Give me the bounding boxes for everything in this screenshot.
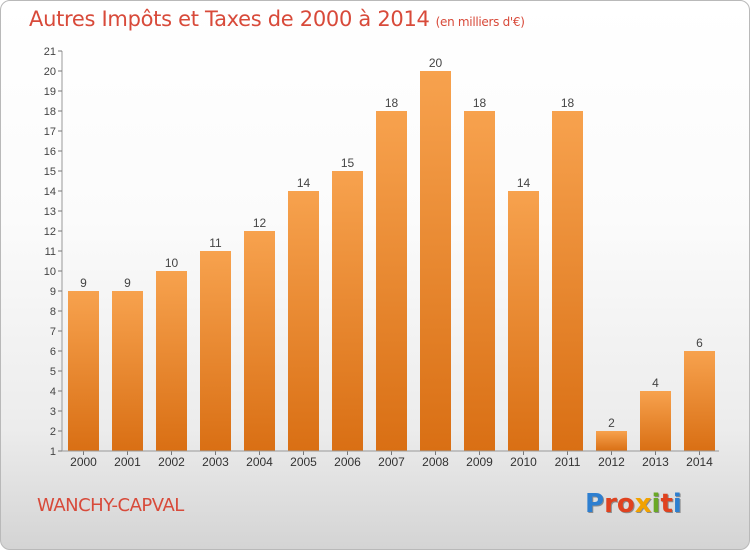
bar-value-label: 11 [209, 236, 222, 250]
chart-title: Autres Impôts et Taxes de 2000 à 2014 (en… [29, 7, 525, 31]
x-tick-label: 2008 [422, 455, 449, 469]
y-tick-label: 10 [44, 266, 56, 278]
y-tick-label: 19 [44, 86, 56, 98]
logo-letter: r [604, 489, 617, 519]
y-tick-label: 12 [44, 226, 56, 238]
place-name: WANCHY-CAPVAL [37, 495, 184, 516]
y-tick-label: 7 [50, 326, 56, 338]
y-tick-label: 21 [44, 46, 56, 58]
bar-2002 [156, 271, 187, 451]
bars-group: 9 9 10 11 12 14 15 18 20 18 14 18 2 4 6 [68, 56, 715, 451]
bar-value-label: 14 [517, 176, 531, 190]
y-tick-label: 1 [50, 446, 56, 458]
y-tick-label: 14 [44, 186, 56, 198]
bar-value-label: 6 [696, 336, 703, 350]
bar-2011 [552, 111, 583, 451]
y-tick-label: 20 [44, 66, 56, 78]
bar-2012 [596, 431, 627, 451]
bar-2003 [200, 251, 231, 451]
x-tick-label: 2001 [114, 455, 141, 469]
logo-letter: t [660, 489, 673, 519]
x-tick-label: 2004 [246, 455, 273, 469]
bar-2013 [640, 391, 671, 451]
bar-2009 [464, 111, 495, 451]
title-unit: (en milliers d'€) [435, 15, 525, 29]
logo-letter: x [634, 489, 652, 519]
bar-value-label: 10 [165, 256, 179, 270]
y-tick-label: 15 [44, 166, 56, 178]
x-tick-label: 2011 [555, 455, 581, 469]
bar-2000 [68, 291, 99, 451]
y-tick-label: 3 [50, 406, 56, 418]
x-tick-label: 2013 [642, 455, 669, 469]
logo-letter: P [585, 489, 605, 519]
bar-value-label: 18 [473, 96, 487, 110]
bar-2001 [112, 291, 143, 451]
bar-2005 [288, 191, 319, 451]
x-tick-label: 2005 [290, 455, 317, 469]
x-tick-label: 2007 [378, 455, 405, 469]
bar-value-label: 15 [341, 156, 355, 170]
axes-group: 2000 2001 2002 2003 2004 2005 2006 2007 2008 2009… [44, 46, 719, 469]
y-tick-label: 6 [50, 346, 56, 358]
logo-letter: i [672, 489, 682, 519]
y-tick-label: 9 [50, 286, 56, 298]
y-tick-label: 5 [50, 366, 56, 378]
y-tick-label: 4 [50, 386, 56, 398]
bar-value-label: 14 [297, 176, 311, 190]
brand-logo: Proxiti [585, 489, 682, 519]
logo-letter: i [651, 489, 661, 519]
bar-value-label: 12 [253, 216, 267, 230]
bar-value-label: 9 [124, 276, 131, 290]
bar-2010 [508, 191, 539, 451]
y-tick-label: 18 [44, 106, 56, 118]
x-tick-label: 2003 [202, 455, 229, 469]
y-tick-label: 17 [44, 126, 56, 138]
x-tick-label: 2014 [686, 455, 713, 469]
title-text: Autres Impôts et Taxes de 2000 à 2014 [29, 7, 430, 31]
x-tick-label: 2009 [466, 455, 493, 469]
bar-value-label: 20 [429, 56, 443, 70]
bar-value-label: 4 [652, 376, 659, 390]
x-tick-label: 2006 [334, 455, 361, 469]
bar-value-label: 2 [608, 416, 615, 430]
x-tick-label: 2000 [70, 455, 97, 469]
y-tick-label: 2 [50, 426, 56, 438]
x-tick-label: 2012 [598, 455, 625, 469]
bar-2006 [332, 171, 363, 451]
y-tick-label: 8 [50, 306, 56, 318]
bar-2004 [244, 231, 275, 451]
x-tick-label: 2002 [158, 455, 185, 469]
y-tick-label: 13 [44, 206, 56, 218]
x-tick-label: 2010 [510, 455, 537, 469]
bar-2008 [420, 71, 451, 451]
y-tick-label: 16 [44, 146, 56, 158]
y-tick-label: 11 [45, 246, 56, 258]
bar-2014 [684, 351, 715, 451]
logo-letter: o [616, 489, 635, 519]
bar-value-label: 18 [385, 96, 399, 110]
bar-value-label: 18 [561, 96, 575, 110]
bar-2007 [376, 111, 407, 451]
bar-value-label: 9 [80, 276, 87, 290]
